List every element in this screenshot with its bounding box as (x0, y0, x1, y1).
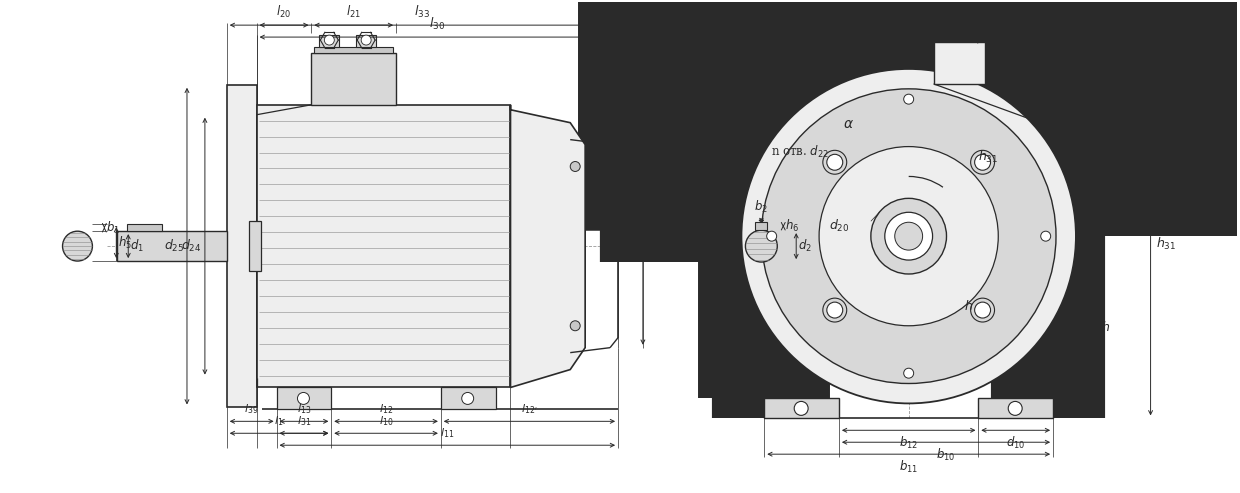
Text: $d_{24}$: $d_{24}$ (181, 238, 202, 254)
Circle shape (298, 392, 310, 404)
Circle shape (742, 69, 1076, 403)
Circle shape (870, 198, 946, 274)
Bar (764, 398, 839, 419)
Text: $d_{10}$: $d_{10}$ (1006, 435, 1025, 452)
Text: $l_{33}$: $l_{33}$ (414, 4, 430, 20)
Text: $h_6$: $h_6$ (785, 218, 800, 234)
Circle shape (1008, 401, 1022, 416)
Bar (934, 42, 986, 84)
Text: $l_{20}$: $l_{20}$ (277, 4, 291, 20)
Circle shape (885, 212, 932, 260)
Text: $h_{31}$: $h_{31}$ (1156, 236, 1176, 252)
Text: $l_{12}$: $l_{12}$ (379, 403, 393, 417)
Text: $l_2$: $l_2$ (647, 238, 658, 254)
Bar (356, 35, 376, 47)
Circle shape (820, 146, 998, 326)
Text: $l_{31}$: $l_{31}$ (296, 415, 311, 428)
Text: $d_2$: $d_2$ (799, 238, 812, 254)
Circle shape (904, 94, 914, 104)
Text: $\alpha$: $\alpha$ (843, 117, 854, 131)
Circle shape (62, 231, 93, 261)
Text: $l_{12'}$: $l_{12'}$ (521, 403, 538, 417)
Bar (249, 221, 260, 271)
Circle shape (794, 401, 808, 416)
Circle shape (761, 89, 1056, 384)
Circle shape (971, 150, 994, 174)
Text: $d_{25}$: $d_{25}$ (164, 238, 184, 254)
Bar (128, 224, 162, 231)
Text: $h_{31}$: $h_{31}$ (1126, 144, 1146, 161)
Circle shape (971, 298, 994, 322)
Bar (315, 47, 393, 53)
Circle shape (904, 368, 914, 378)
Text: $l_{11}$: $l_{11}$ (440, 426, 454, 440)
Text: $b_{11}$: $b_{11}$ (899, 459, 919, 475)
Text: $h_5$: $h_5$ (118, 235, 133, 251)
Text: $l_{10}$: $l_{10}$ (379, 415, 393, 428)
Circle shape (975, 154, 991, 170)
Bar (320, 35, 340, 47)
Circle shape (827, 302, 843, 318)
Circle shape (570, 321, 580, 331)
Bar (311, 53, 396, 105)
Bar (755, 222, 768, 230)
Text: $b_{10}$: $b_{10}$ (936, 447, 956, 463)
Text: $b_2$: $b_2$ (754, 199, 769, 215)
Polygon shape (511, 105, 585, 387)
Text: $l_{13}$: $l_{13}$ (296, 403, 311, 417)
Text: $h_{10}$: $h_{10}$ (725, 400, 745, 417)
Bar (277, 387, 331, 409)
Circle shape (827, 154, 843, 170)
Text: n отв. $d_{22}$: n отв. $d_{22}$ (771, 143, 830, 160)
Text: $b_1$: $b_1$ (107, 220, 120, 236)
Text: $l_1$: $l_1$ (274, 415, 284, 428)
Text: $l_{21}$: $l_{21}$ (346, 4, 361, 20)
Bar (118, 231, 227, 261)
Circle shape (570, 162, 580, 172)
Circle shape (895, 222, 923, 250)
Circle shape (745, 230, 777, 262)
Bar (440, 387, 496, 409)
Text: $b_{12}$: $b_{12}$ (899, 435, 919, 452)
Circle shape (361, 35, 371, 45)
Circle shape (325, 35, 335, 45)
Text: $d_1$: $d_1$ (130, 238, 144, 254)
Text: $h$: $h$ (1101, 320, 1110, 334)
Text: $l_{39}$: $l_{39}$ (244, 403, 259, 417)
Text: $d_{20}$: $d_{20}$ (828, 218, 849, 234)
Bar (227, 85, 257, 407)
Text: $b_{31}$: $b_{31}$ (937, 20, 957, 36)
Circle shape (823, 150, 847, 174)
Circle shape (1040, 231, 1050, 241)
Text: $l_{30}$: $l_{30}$ (429, 16, 445, 32)
Text: $h$: $h$ (963, 299, 973, 313)
Bar (978, 398, 1053, 419)
Bar (257, 105, 511, 387)
Circle shape (461, 392, 474, 404)
Circle shape (766, 231, 776, 241)
Text: $h_{31}$: $h_{31}$ (978, 148, 998, 165)
Circle shape (823, 298, 847, 322)
Circle shape (975, 302, 991, 318)
